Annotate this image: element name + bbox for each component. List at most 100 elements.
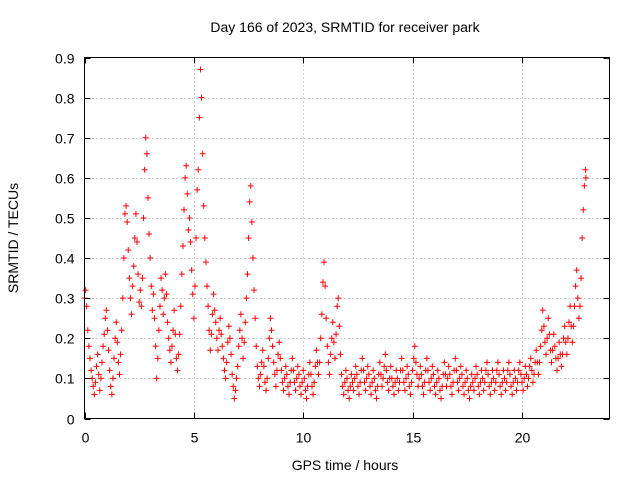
data-point — [457, 363, 464, 370]
data-point — [523, 371, 530, 378]
data-point — [241, 339, 248, 346]
data-point — [409, 367, 416, 374]
data-point — [237, 311, 244, 318]
data-point — [399, 367, 406, 374]
data-point — [466, 395, 473, 402]
data-point — [389, 383, 396, 390]
data-point — [524, 383, 531, 390]
data-point — [127, 295, 134, 302]
data-point — [419, 383, 426, 390]
data-point — [554, 367, 560, 374]
data-point — [485, 371, 492, 378]
data-point — [144, 194, 151, 201]
data-point — [395, 387, 402, 394]
data-point — [173, 355, 180, 362]
grid-lines — [84, 57, 610, 419]
data-point — [85, 343, 92, 350]
data-point — [403, 375, 410, 382]
data-point — [234, 363, 241, 370]
data-point — [138, 303, 145, 310]
data-point — [96, 387, 103, 394]
data-point — [487, 391, 494, 398]
data-point — [562, 339, 569, 346]
data-point — [412, 359, 419, 366]
data-point — [405, 371, 412, 378]
data-point — [452, 355, 459, 362]
data-point — [299, 379, 306, 386]
data-point — [364, 363, 371, 370]
data-point — [191, 283, 198, 290]
data-point — [550, 331, 557, 338]
data-point — [555, 355, 562, 362]
data-point — [119, 295, 126, 302]
data-point — [289, 355, 296, 362]
data-point — [163, 291, 170, 298]
x-tick-label: 10 — [296, 430, 312, 446]
data-point — [322, 283, 329, 290]
data-point — [174, 367, 181, 374]
data-point — [302, 387, 309, 394]
data-point — [263, 387, 270, 394]
y-tick-label: 0.6 — [55, 171, 75, 187]
data-point — [202, 259, 209, 266]
data-point — [186, 214, 193, 221]
data-point — [540, 323, 547, 330]
data-point — [162, 271, 169, 278]
data-point — [372, 387, 379, 394]
data-point — [400, 379, 407, 386]
x-tick-label: 0 — [82, 430, 90, 446]
axis-ticks — [84, 57, 610, 420]
data-point — [231, 395, 238, 402]
data-point — [124, 218, 131, 225]
data-point — [225, 323, 232, 330]
data-point — [123, 202, 130, 209]
data-point — [453, 367, 460, 374]
data-point — [143, 150, 150, 157]
data-point — [346, 395, 353, 402]
data-point — [134, 239, 140, 246]
data-point — [465, 387, 472, 394]
data-point — [328, 335, 335, 342]
data-point — [569, 339, 576, 346]
data-point — [184, 190, 191, 197]
data-point — [330, 339, 337, 346]
data-point — [479, 375, 486, 382]
data-point — [454, 379, 461, 386]
data-point — [291, 379, 298, 386]
data-point — [416, 375, 423, 382]
data-point — [303, 395, 310, 402]
data-point — [210, 291, 217, 298]
data-point — [307, 371, 314, 378]
data-point — [436, 387, 443, 394]
data-point — [345, 387, 352, 394]
data-point — [528, 367, 535, 374]
data-point — [382, 351, 389, 358]
data-point — [161, 295, 168, 302]
data-point — [125, 247, 132, 254]
data-point — [434, 367, 441, 374]
data-point — [126, 275, 133, 282]
data-point — [131, 235, 138, 241]
data-point — [578, 275, 585, 282]
data-point — [229, 371, 236, 378]
data-point — [88, 367, 95, 374]
data-point — [226, 335, 233, 342]
data-point — [91, 391, 98, 398]
data-point — [93, 363, 100, 370]
data-point — [549, 347, 556, 354]
data-point — [463, 367, 470, 374]
data-point — [176, 331, 183, 338]
data-point — [190, 315, 197, 322]
data-point — [251, 287, 258, 294]
data-point — [458, 371, 465, 378]
data-point — [315, 371, 322, 378]
data-point — [177, 303, 184, 310]
data-point — [563, 351, 570, 358]
data-point — [406, 383, 413, 390]
data-point — [166, 347, 173, 354]
data-point — [239, 335, 245, 342]
data-point — [97, 375, 104, 382]
data-point — [254, 363, 261, 370]
data-point — [538, 327, 545, 334]
data-point — [255, 375, 262, 382]
